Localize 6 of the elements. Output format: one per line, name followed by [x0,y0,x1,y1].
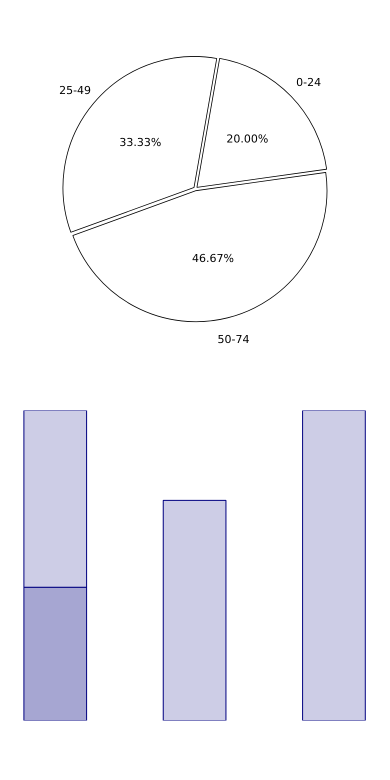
slice-label: 0-24 [296,76,322,89]
slice-label: 25-49 [59,84,92,97]
data-label: 33.33% [119,136,162,149]
data-label: 46.67% [192,252,234,266]
slice-label: 50-74 [218,333,250,346]
data-label: 20.00% [226,132,268,146]
